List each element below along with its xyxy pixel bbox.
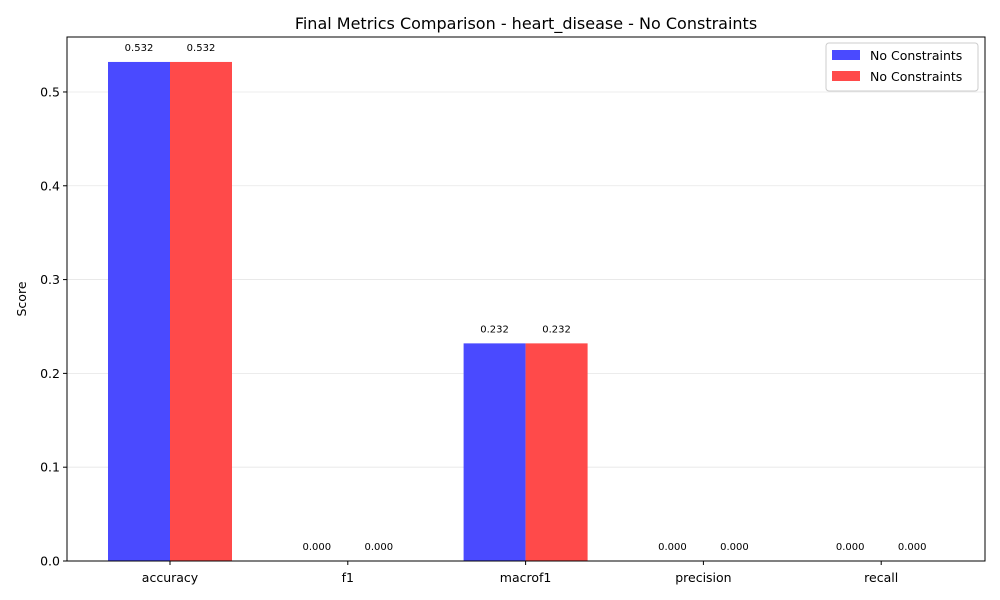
y-tick-label: 0.0: [40, 554, 60, 569]
bar-value-label: 0.000: [720, 542, 749, 553]
bar-value-label: 0.532: [187, 43, 216, 54]
bar-value-label: 0.000: [898, 542, 927, 553]
legend: No Constraints No Constraints: [825, 42, 979, 92]
legend-entry-label: No Constraints: [870, 69, 962, 84]
x-tick-label: precision: [675, 570, 731, 585]
bar-value-label: 0.000: [658, 542, 687, 553]
chart-title: Final Metrics Comparison - heart_disease…: [295, 14, 757, 34]
bar-value-label: 0.000: [364, 542, 393, 553]
y-tick-label: 0.2: [40, 366, 60, 381]
bar: [108, 61, 170, 561]
value-labels: 0.532 0.532 0.000 0.000 0.232 0.232 0.000 0.000…: [125, 43, 927, 553]
bar: [170, 61, 232, 561]
legend-swatch: [832, 71, 860, 81]
bar-value-label: 0.000: [836, 542, 865, 553]
bar-value-label: 0.532: [125, 43, 154, 54]
bar-value-label: 0.232: [542, 324, 571, 335]
bar: [463, 343, 526, 561]
bar-value-label: 0.000: [302, 542, 331, 553]
legend-entry-label: No Constraints: [870, 48, 962, 63]
x-tick-label: recall: [864, 570, 898, 585]
x-axis: accuracy f1 macrof1 precision recall: [142, 561, 898, 585]
y-tick-label: 0.1: [40, 460, 60, 475]
legend-swatch: [832, 50, 860, 60]
y-tick-label: 0.5: [40, 84, 60, 99]
x-tick-label: macrof1: [500, 570, 552, 585]
x-tick-label: f1: [342, 570, 354, 585]
legend-box: [825, 42, 979, 92]
bar: [525, 343, 588, 561]
bar-value-label: 0.232: [480, 324, 509, 335]
y-tick-label: 0.3: [40, 272, 60, 287]
y-tick-label: 0.4: [40, 178, 60, 193]
y-axis-label: Score: [14, 281, 29, 316]
y-axis: 0.0 0.1 0.2 0.3 0.4 0.5: [40, 84, 67, 569]
x-tick-label: accuracy: [142, 570, 199, 585]
bars: [108, 61, 588, 561]
